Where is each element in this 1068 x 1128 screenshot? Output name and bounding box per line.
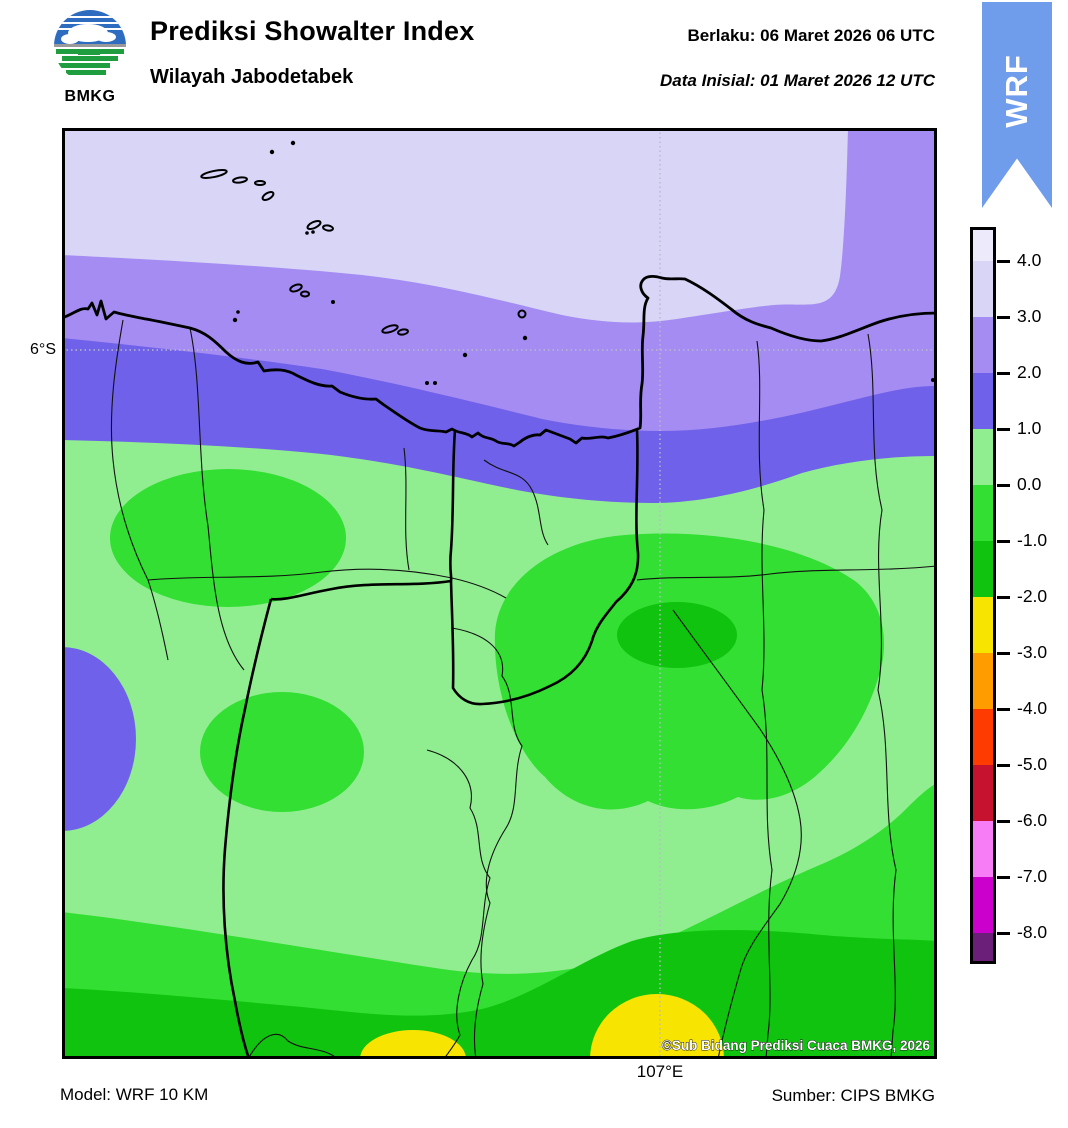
map-copyright: ©Sub Bidang Prediksi Cuaca BMKG, 2026 (662, 1038, 931, 1053)
colorbar-tick (997, 315, 1010, 319)
colorbar-segment (973, 597, 993, 653)
colorbar-tick (997, 539, 1010, 543)
band-minus2-minus1-south (62, 930, 937, 1059)
colorbar-segment (973, 230, 993, 261)
colorbar-segment (973, 821, 993, 877)
wrf-ribbon: WRF (982, 2, 1052, 208)
model-label: Model: WRF 10 KM (60, 1085, 209, 1104)
blob-minus1-0-central (494, 533, 885, 810)
colorbar-tick (997, 763, 1010, 767)
colorbar-tick-label: -3.0 (1017, 642, 1048, 662)
latitude-label: 6°S (30, 341, 56, 358)
colorbar-tick-label: -5.0 (1017, 754, 1048, 774)
colorbar: 4.0 3.0 2.0 1.0 0.0 -1.0 -2.0 -3.0 -4.0 -5.0 -6.0 -… (970, 227, 1047, 964)
colorbar-segment (973, 653, 993, 709)
islands (200, 169, 527, 336)
colorbar-tick (997, 819, 1010, 823)
colorbar-segment (973, 317, 993, 373)
blob-minus1-0-southwest (200, 692, 364, 812)
colorbar-tick (997, 483, 1010, 487)
colorbar-tick (997, 651, 1010, 655)
colorbar-tick (997, 259, 1010, 263)
logo-caption: BMKG (64, 88, 116, 105)
colorbar-segment (973, 485, 993, 541)
blob-minus1-0-west (110, 469, 346, 607)
initial-time-line: Data Inisial: 01 Maret 2026 12 UTC (660, 71, 935, 90)
colorbar-tick-label: -1.0 (1017, 530, 1048, 550)
bmkg-logo (54, 10, 126, 82)
colorbar-tick (997, 875, 1010, 879)
coastline (61, 274, 938, 448)
colorbar-tick-label: -8.0 (1017, 922, 1048, 942)
colorbar-segment (973, 261, 993, 317)
colorbar-segment (973, 541, 993, 597)
page-subtitle: Wilayah Jabodetabek (150, 66, 354, 88)
colorbar-tick-label: 4.0 (1017, 250, 1042, 270)
admin-boundaries (110, 319, 938, 1060)
colorbar-tick (997, 595, 1010, 599)
colorbar-segment (973, 429, 993, 485)
colorbar-tick-label: -2.0 (1017, 586, 1048, 606)
colorbar-tick-label: 3.0 (1017, 306, 1042, 326)
colorbar-segment (973, 765, 993, 821)
colorbar-tick (997, 371, 1010, 375)
colorbar-segment (973, 709, 993, 765)
colorbar-tick-label: 1.0 (1017, 418, 1042, 438)
colorbar-segment (973, 933, 993, 961)
core-minus2-minus1 (617, 602, 737, 668)
colorbar-tick-label: 0.0 (1017, 474, 1042, 494)
colorbar-tick-label: 2.0 (1017, 362, 1042, 382)
forecast-map: ©Sub Bidang Prediksi Cuaca BMKG, 2026 (0, 128, 938, 1124)
logo-sea-stripe (56, 49, 124, 54)
colorbar-tick (997, 427, 1010, 431)
longitude-label: 107°E (636, 1062, 684, 1081)
colorbar-tick-label: -6.0 (1017, 810, 1048, 830)
colorbar-tick (997, 707, 1010, 711)
source-label: Sumber: CIPS BMKG (771, 1086, 935, 1105)
colorbar-tick-label: -7.0 (1017, 866, 1048, 886)
colorbar-tick-label: -4.0 (1017, 698, 1048, 718)
colorbar-segment (973, 877, 993, 933)
colorbar-tick (997, 931, 1010, 935)
contour-map-canvas: ©Sub Bidang Prediksi Cuaca BMKG, 2026 (0, 128, 938, 1124)
colorbar-segment (973, 373, 993, 429)
page-title: Prediksi Showalter Index (150, 16, 475, 46)
wrf-ribbon-label: WRF (999, 54, 1034, 128)
map-border (62, 128, 937, 1059)
province-borders (222, 429, 640, 1060)
logo-horizon (54, 44, 126, 47)
valid-time-line: Berlaku: 06 Maret 2026 06 UTC (687, 26, 935, 45)
